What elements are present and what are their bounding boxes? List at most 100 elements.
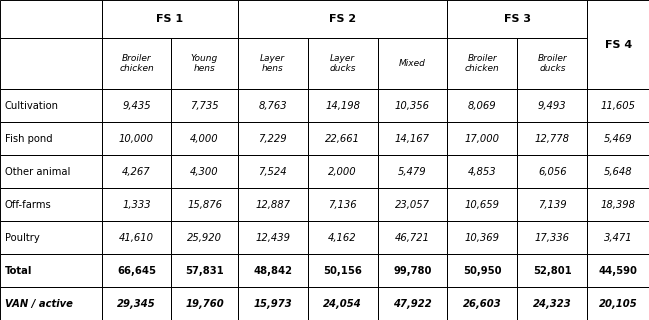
Text: 46,721: 46,721: [395, 233, 430, 243]
Bar: [101, 38, 171, 89]
Text: 15,876: 15,876: [187, 200, 222, 210]
Text: 52,801: 52,801: [533, 266, 572, 276]
Text: 57,831: 57,831: [185, 266, 224, 276]
Bar: [0, 0, 101, 38]
Bar: [447, 188, 517, 221]
Text: Poultry: Poultry: [5, 233, 40, 243]
Text: Off-farms: Off-farms: [5, 200, 51, 210]
Bar: [101, 122, 171, 155]
Bar: [517, 122, 587, 155]
Text: 9,493: 9,493: [538, 100, 567, 110]
Bar: [447, 287, 517, 320]
Bar: [447, 89, 517, 122]
Bar: [378, 254, 447, 287]
Text: 4,853: 4,853: [468, 166, 496, 177]
Bar: [238, 38, 308, 89]
Bar: [378, 188, 447, 221]
Text: 24,054: 24,054: [323, 299, 362, 308]
Bar: [0, 188, 101, 221]
Text: 25,920: 25,920: [187, 233, 222, 243]
Text: 47,922: 47,922: [393, 299, 432, 308]
Bar: [308, 287, 378, 320]
Bar: [308, 254, 378, 287]
Bar: [517, 38, 587, 89]
Bar: [0, 155, 101, 188]
Text: 12,778: 12,778: [535, 133, 570, 144]
Text: FS 2: FS 2: [329, 14, 356, 24]
Bar: [308, 89, 378, 122]
Bar: [101, 0, 238, 38]
Bar: [0, 287, 101, 320]
Text: 7,229: 7,229: [258, 133, 287, 144]
Bar: [238, 188, 308, 221]
Text: 50,156: 50,156: [323, 266, 362, 276]
Text: 2,000: 2,000: [328, 166, 357, 177]
Text: 12,887: 12,887: [255, 200, 290, 210]
Text: 20,105: 20,105: [599, 299, 637, 308]
Text: Young
hens: Young hens: [191, 54, 218, 73]
Text: 10,000: 10,000: [119, 133, 154, 144]
Bar: [517, 221, 587, 254]
Bar: [517, 287, 587, 320]
Bar: [0, 122, 101, 155]
Bar: [171, 89, 238, 122]
Text: 5,479: 5,479: [398, 166, 427, 177]
Text: FS 4: FS 4: [604, 40, 631, 50]
Text: 8,069: 8,069: [468, 100, 496, 110]
Text: 50,950: 50,950: [463, 266, 502, 276]
Bar: [308, 38, 378, 89]
Text: 24,323: 24,323: [533, 299, 572, 308]
Bar: [171, 221, 238, 254]
Bar: [238, 0, 447, 38]
Bar: [0, 89, 101, 122]
Bar: [238, 155, 308, 188]
Text: Other animal: Other animal: [5, 166, 70, 177]
Text: 5,648: 5,648: [604, 166, 633, 177]
Text: 44,590: 44,590: [599, 266, 637, 276]
Bar: [238, 221, 308, 254]
Bar: [378, 287, 447, 320]
Bar: [171, 188, 238, 221]
Text: 4,162: 4,162: [328, 233, 357, 243]
Bar: [238, 287, 308, 320]
Bar: [447, 122, 517, 155]
Text: VAN / active: VAN / active: [5, 299, 73, 308]
Text: 23,057: 23,057: [395, 200, 430, 210]
Bar: [101, 188, 171, 221]
Text: 7,139: 7,139: [538, 200, 567, 210]
Bar: [587, 221, 649, 254]
Bar: [517, 188, 587, 221]
Text: 14,198: 14,198: [325, 100, 360, 110]
Text: Total: Total: [5, 266, 32, 276]
Text: 41,610: 41,610: [119, 233, 154, 243]
Bar: [517, 155, 587, 188]
Bar: [587, 287, 649, 320]
Bar: [447, 221, 517, 254]
Text: 11,605: 11,605: [601, 100, 635, 110]
Bar: [171, 38, 238, 89]
Text: 9,435: 9,435: [122, 100, 151, 110]
Text: 7,524: 7,524: [258, 166, 287, 177]
Bar: [101, 155, 171, 188]
Text: 15,973: 15,973: [253, 299, 292, 308]
Bar: [0, 38, 101, 89]
Text: Fish pond: Fish pond: [5, 133, 52, 144]
Bar: [587, 122, 649, 155]
Text: FS 3: FS 3: [504, 14, 531, 24]
Bar: [308, 221, 378, 254]
Text: 26,603: 26,603: [463, 299, 502, 308]
Bar: [101, 254, 171, 287]
Text: 10,369: 10,369: [465, 233, 500, 243]
Bar: [378, 155, 447, 188]
Text: 12,439: 12,439: [255, 233, 290, 243]
Text: 8,763: 8,763: [258, 100, 287, 110]
Text: 4,300: 4,300: [190, 166, 219, 177]
Bar: [447, 254, 517, 287]
Text: 10,659: 10,659: [465, 200, 500, 210]
Bar: [517, 254, 587, 287]
Bar: [171, 254, 238, 287]
Bar: [308, 155, 378, 188]
Text: FS 1: FS 1: [156, 14, 183, 24]
Bar: [517, 89, 587, 122]
Bar: [587, 155, 649, 188]
